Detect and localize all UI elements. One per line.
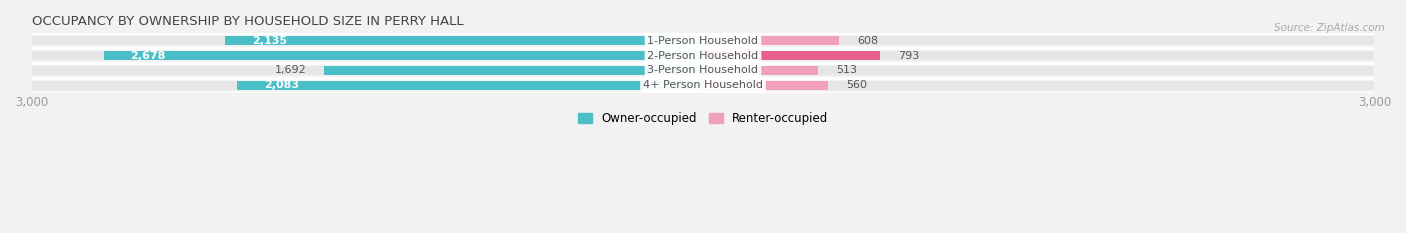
Bar <box>703 81 828 90</box>
Bar <box>325 66 703 75</box>
Text: 1,692: 1,692 <box>274 65 307 75</box>
Text: 608: 608 <box>858 36 879 46</box>
Text: 2-Person Household: 2-Person Household <box>647 51 759 61</box>
Bar <box>225 36 703 45</box>
Bar <box>703 51 880 60</box>
Text: 2,083: 2,083 <box>264 80 298 90</box>
Text: Source: ZipAtlas.com: Source: ZipAtlas.com <box>1274 23 1385 33</box>
Text: 2,678: 2,678 <box>131 51 166 61</box>
Bar <box>31 66 1375 75</box>
Text: 4+ Person Household: 4+ Person Household <box>643 80 763 90</box>
Text: 3-Person Household: 3-Person Household <box>648 65 758 75</box>
Bar <box>236 81 703 90</box>
Text: 1-Person Household: 1-Person Household <box>648 36 758 46</box>
Bar <box>31 51 1375 60</box>
Bar <box>703 36 839 45</box>
Text: 793: 793 <box>898 51 920 61</box>
Text: OCCUPANCY BY OWNERSHIP BY HOUSEHOLD SIZE IN PERRY HALL: OCCUPANCY BY OWNERSHIP BY HOUSEHOLD SIZE… <box>31 15 463 28</box>
Text: 2,135: 2,135 <box>252 36 287 46</box>
Bar <box>31 81 1375 90</box>
Bar <box>703 66 818 75</box>
Bar <box>104 51 703 60</box>
Legend: Owner-occupied, Renter-occupied: Owner-occupied, Renter-occupied <box>572 107 834 130</box>
Text: 513: 513 <box>835 65 856 75</box>
Bar <box>31 36 1375 45</box>
Text: 560: 560 <box>846 80 868 90</box>
